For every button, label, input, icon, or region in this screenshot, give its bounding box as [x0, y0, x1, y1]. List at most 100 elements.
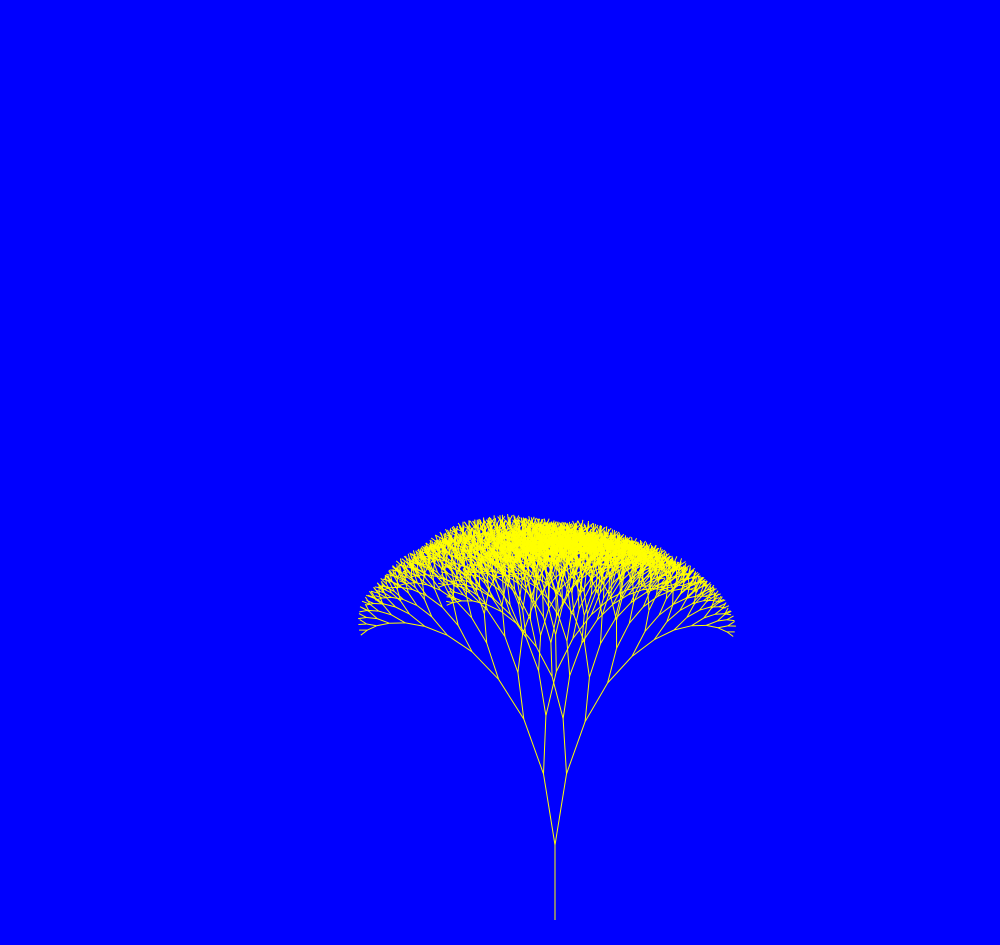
tree-branch — [583, 594, 592, 616]
tree-branch — [366, 623, 377, 627]
tree-branch — [597, 593, 603, 616]
tree-branch — [513, 558, 521, 561]
tree-branch — [654, 629, 675, 641]
tree-branch — [544, 551, 552, 554]
tree-branch — [581, 547, 589, 553]
tree-branch — [370, 590, 379, 594]
tree-branch — [421, 557, 428, 566]
tree-branch — [527, 563, 537, 572]
tree-branch — [628, 601, 635, 624]
tree-branch — [581, 533, 586, 542]
tree-branch — [507, 542, 509, 551]
tree-branch — [605, 542, 611, 550]
tree-branch — [554, 551, 560, 563]
tree-branch — [560, 551, 564, 563]
tree-branch — [619, 579, 622, 598]
tree-branch — [724, 610, 732, 616]
tree-branch — [452, 585, 460, 587]
tree-branch — [397, 571, 404, 582]
tree-branch — [664, 556, 668, 564]
tree-branch — [441, 606, 459, 626]
tree-branch — [542, 616, 552, 644]
tree-branch — [370, 591, 376, 599]
tree-branch — [438, 584, 446, 588]
tree-branch — [568, 550, 572, 562]
tree-branch — [579, 576, 583, 595]
tree-branch — [400, 586, 413, 590]
tree-branch — [590, 524, 595, 532]
tree-branch — [568, 563, 578, 576]
tree-branch — [680, 585, 690, 594]
tree-branch — [460, 550, 465, 558]
tree-branch — [607, 546, 612, 556]
tree-branch — [517, 672, 525, 720]
tree-branch — [432, 560, 439, 573]
tree-branch — [586, 524, 590, 533]
tree-branch — [657, 590, 671, 598]
tree-branch — [542, 582, 548, 598]
tree-branch — [486, 642, 500, 680]
tree-branch — [549, 537, 553, 546]
tree-branch — [609, 549, 613, 559]
tree-branch — [472, 569, 479, 577]
tree-branch — [624, 552, 629, 561]
tree-branch — [492, 538, 498, 547]
tree-branch — [501, 581, 507, 606]
tree-branch — [674, 576, 680, 588]
tree-branch — [442, 540, 450, 547]
tree-branch — [478, 576, 489, 582]
tree-branch — [559, 521, 563, 530]
tree-branch — [531, 563, 536, 583]
tree-branch — [575, 563, 584, 567]
tree-branch — [395, 606, 410, 615]
tree-branch — [478, 559, 486, 564]
tree-branch — [680, 582, 685, 595]
tree-branch — [369, 604, 380, 612]
tree-branch — [491, 568, 499, 579]
tree-branch — [571, 592, 575, 616]
tree-branch — [483, 613, 488, 644]
tree-branch — [521, 519, 528, 527]
tree-branch — [482, 571, 490, 582]
tree-branch — [656, 558, 663, 565]
tree-branch — [449, 532, 454, 542]
tree-branch — [394, 591, 404, 600]
tree-branch — [547, 534, 555, 541]
tree-branch — [400, 575, 408, 579]
tree-branch — [508, 530, 514, 537]
tree-branch — [468, 528, 474, 539]
tree-branch — [632, 546, 639, 554]
tree-branch — [555, 634, 557, 672]
tree-branch — [463, 541, 471, 547]
tree-branch — [679, 603, 693, 611]
tree-branch — [449, 545, 460, 550]
tree-branch — [523, 573, 536, 578]
tree-branch — [473, 537, 478, 546]
tree-branch — [596, 603, 614, 621]
tree-branch — [596, 526, 601, 534]
tree-branch — [518, 519, 525, 527]
tree-branch — [527, 555, 536, 561]
tree-branch — [641, 582, 651, 591]
tree-branch — [608, 578, 619, 595]
tree-branch — [478, 541, 483, 549]
tree-branch — [554, 773, 567, 846]
tree-branch — [427, 565, 438, 574]
tree-branch — [613, 531, 620, 539]
tree-branch — [444, 550, 451, 564]
tree-branch — [513, 543, 518, 551]
tree-branch — [565, 581, 578, 597]
tree-branch — [627, 552, 631, 561]
tree-branch — [610, 551, 616, 558]
tree-branch — [567, 575, 572, 593]
tree-branch — [466, 565, 473, 571]
tree-branch — [505, 560, 511, 567]
tree-branch — [511, 556, 516, 563]
tree-branch — [382, 604, 392, 616]
tree-branch — [539, 524, 543, 533]
tree-branch — [581, 564, 588, 578]
tree-branch — [584, 534, 590, 542]
tree-branch — [392, 571, 399, 578]
tree-branch — [701, 590, 710, 597]
tree-branch — [412, 589, 427, 597]
